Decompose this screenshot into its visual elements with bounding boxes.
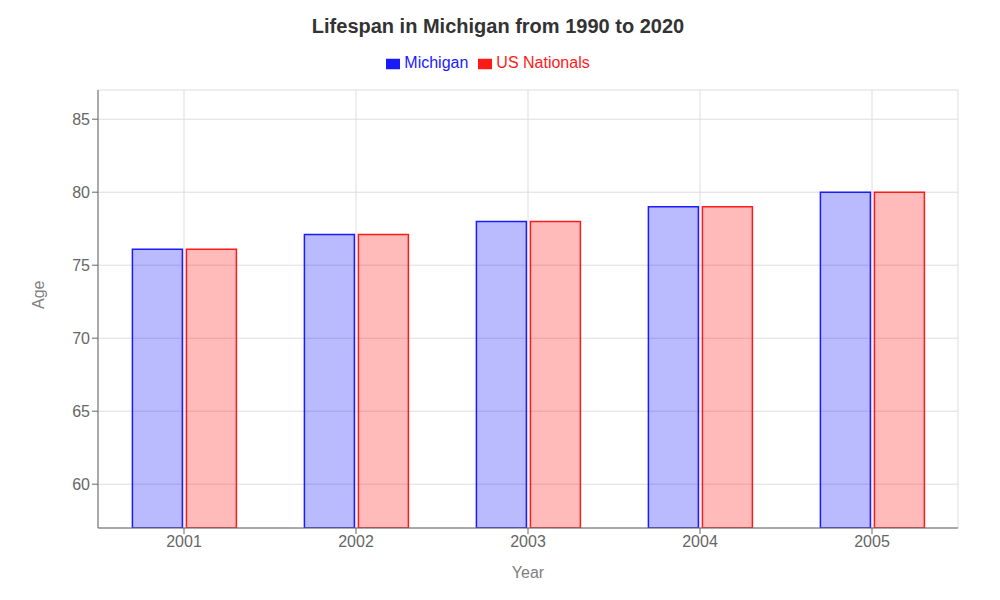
svg-text:2005: 2005 [854, 533, 890, 550]
svg-text:70: 70 [72, 330, 90, 347]
svg-text:2003: 2003 [510, 533, 546, 550]
svg-text:Age: Age [30, 280, 47, 309]
svg-text:85: 85 [72, 111, 90, 128]
svg-text:Year: Year [512, 564, 545, 581]
svg-text:80: 80 [72, 184, 90, 201]
svg-text:60: 60 [72, 476, 90, 493]
svg-text:65: 65 [72, 403, 90, 420]
svg-text:2004: 2004 [682, 533, 718, 550]
svg-text:2001: 2001 [166, 533, 202, 550]
svg-text:2002: 2002 [338, 533, 374, 550]
svg-text:75: 75 [72, 257, 90, 274]
html-text:Lifespan in Michigan from 1990: Lifespan in Michigan from 1990 to 2020 [311, 15, 685, 37]
html-text:US Nationals: US Nationals [496, 54, 590, 71]
html-text:Michigan: Michigan [404, 54, 469, 71]
